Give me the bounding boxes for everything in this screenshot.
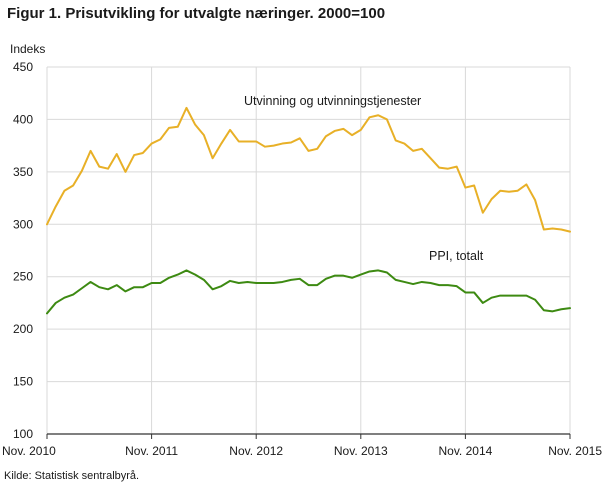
figure-title: Figur 1. Prisutvikling for utvalgte næri… <box>7 5 386 22</box>
x-tick-label: Nov. 2013 <box>334 444 388 458</box>
ppi-series-line <box>46 269 571 315</box>
y-tick-label: 350 <box>13 165 33 179</box>
axes: 100 150 200 250 300 350 400 450 Nov. 2010 Nov. 20… <box>2 60 602 458</box>
series-label-ppi: PPI, totalt <box>429 249 484 263</box>
grid-lines <box>46 66 571 434</box>
y-axis-label: Indeks <box>10 42 45 56</box>
y-tick-label: 450 <box>13 60 33 74</box>
x-tick-label: Nov. 2010 <box>2 444 56 458</box>
x-tick-label: Nov. 2014 <box>438 444 492 458</box>
oil-series-line <box>46 106 571 233</box>
y-tick-label: 400 <box>13 112 33 126</box>
y-tick-label: 300 <box>13 217 33 231</box>
series-label-oil: Utvinning og utvinningstjenester <box>244 94 421 108</box>
x-tick-label: Nov. 2011 <box>125 444 178 458</box>
series-lines <box>46 106 571 315</box>
x-tick-label: Nov. 2012 <box>229 444 283 458</box>
y-tick-label: 250 <box>13 270 33 284</box>
y-tick-label: 100 <box>13 427 33 441</box>
x-tick-label: Nov. 2015 <box>548 444 602 458</box>
y-tick-label: 200 <box>13 322 33 336</box>
source-note: Kilde: Statistisk sentralbyrå. <box>4 470 140 482</box>
y-tick-label: 150 <box>13 375 33 389</box>
